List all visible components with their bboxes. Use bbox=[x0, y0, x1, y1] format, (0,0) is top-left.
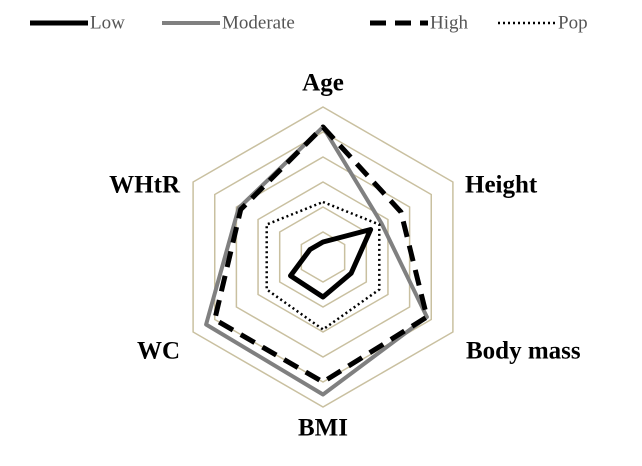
legend-label: High bbox=[430, 12, 469, 33]
series-line bbox=[212, 124, 430, 385]
grid-ring bbox=[300, 231, 346, 283]
grid-ring bbox=[278, 206, 368, 308]
axis-label: Body mass bbox=[466, 338, 581, 365]
series-line bbox=[265, 200, 381, 331]
grid-ring bbox=[192, 106, 454, 408]
series-line bbox=[288, 227, 374, 300]
axis-label: BMI bbox=[298, 415, 348, 442]
grid-ring bbox=[257, 181, 389, 333]
legend-label: Low bbox=[90, 12, 125, 33]
series-line bbox=[204, 125, 429, 397]
grid-ring bbox=[235, 156, 411, 358]
grid-ring bbox=[213, 131, 433, 383]
axis-label: Age bbox=[302, 70, 344, 97]
axis-label: WC bbox=[137, 338, 180, 365]
legend-label: Pop bbox=[558, 12, 588, 33]
axis-label: WHtR bbox=[109, 172, 181, 199]
axis-label: Height bbox=[465, 172, 538, 199]
legend-label: Moderate bbox=[222, 12, 295, 33]
